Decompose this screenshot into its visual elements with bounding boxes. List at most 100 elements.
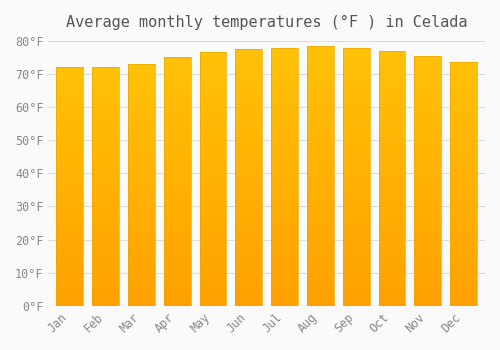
Bar bbox=[128, 94, 155, 97]
Bar bbox=[342, 54, 369, 57]
Bar bbox=[307, 163, 334, 166]
Bar bbox=[307, 56, 334, 59]
Bar bbox=[92, 88, 119, 91]
Bar bbox=[271, 180, 298, 183]
Bar bbox=[164, 175, 190, 178]
Bar bbox=[307, 98, 334, 101]
Bar bbox=[450, 184, 477, 187]
Bar bbox=[450, 239, 477, 242]
Bar bbox=[56, 94, 84, 97]
Bar bbox=[56, 145, 84, 148]
Bar bbox=[307, 225, 334, 228]
Bar bbox=[200, 97, 226, 100]
Bar bbox=[307, 286, 334, 289]
Bar bbox=[450, 175, 477, 178]
Bar bbox=[164, 219, 190, 222]
Bar bbox=[128, 158, 155, 161]
Bar bbox=[342, 64, 369, 67]
Bar bbox=[450, 157, 477, 160]
Bar bbox=[414, 256, 441, 259]
Bar bbox=[200, 195, 226, 198]
Bar bbox=[92, 100, 119, 103]
Bar bbox=[236, 235, 262, 238]
Bar bbox=[271, 57, 298, 61]
Bar bbox=[271, 212, 298, 216]
Bar bbox=[128, 224, 155, 227]
Bar bbox=[307, 134, 334, 137]
Bar bbox=[128, 303, 155, 306]
Bar bbox=[307, 273, 334, 276]
Bar bbox=[236, 139, 262, 142]
Bar bbox=[164, 122, 190, 126]
Bar bbox=[307, 49, 334, 52]
Bar bbox=[378, 290, 406, 293]
Bar bbox=[414, 228, 441, 231]
Bar bbox=[128, 273, 155, 275]
Bar bbox=[307, 156, 334, 160]
Bar bbox=[164, 178, 190, 182]
Bar bbox=[92, 130, 119, 133]
Bar bbox=[164, 92, 190, 95]
Bar bbox=[92, 300, 119, 303]
Bar bbox=[236, 213, 262, 216]
Bar bbox=[164, 141, 190, 145]
Bar bbox=[271, 99, 298, 103]
Bar bbox=[342, 70, 369, 74]
Bar bbox=[450, 84, 477, 87]
Bar bbox=[200, 52, 226, 306]
Bar bbox=[200, 236, 226, 239]
Bar bbox=[271, 232, 298, 235]
Bar bbox=[92, 294, 119, 297]
Bar bbox=[128, 143, 155, 146]
Bar bbox=[307, 176, 334, 179]
Bar bbox=[200, 56, 226, 59]
Bar bbox=[164, 185, 190, 188]
Bar bbox=[236, 120, 262, 123]
Bar bbox=[164, 163, 190, 166]
Bar bbox=[128, 64, 155, 306]
Bar bbox=[56, 172, 84, 175]
Bar bbox=[56, 252, 84, 255]
Bar bbox=[450, 169, 477, 172]
Bar bbox=[450, 218, 477, 220]
Bar bbox=[236, 78, 262, 81]
Bar bbox=[271, 290, 298, 293]
Bar bbox=[450, 163, 477, 166]
Bar bbox=[92, 198, 119, 202]
Bar bbox=[414, 187, 441, 190]
Bar bbox=[164, 265, 190, 268]
Bar bbox=[164, 160, 190, 163]
Bar bbox=[128, 291, 155, 294]
Bar bbox=[378, 293, 406, 296]
Bar bbox=[56, 115, 84, 118]
Bar bbox=[378, 178, 406, 182]
Bar bbox=[342, 106, 369, 109]
Bar bbox=[200, 296, 226, 300]
Bar bbox=[164, 126, 190, 129]
Bar bbox=[378, 296, 406, 300]
Bar bbox=[271, 257, 298, 261]
Bar bbox=[56, 297, 84, 300]
Bar bbox=[378, 188, 406, 191]
Bar bbox=[92, 157, 119, 160]
Bar bbox=[200, 261, 226, 265]
Bar bbox=[236, 155, 262, 158]
Bar bbox=[56, 118, 84, 121]
Bar bbox=[92, 202, 119, 204]
Bar bbox=[56, 204, 84, 208]
Bar bbox=[164, 206, 190, 210]
Bar bbox=[307, 144, 334, 147]
Bar bbox=[450, 132, 477, 135]
Bar bbox=[56, 103, 84, 106]
Bar bbox=[271, 70, 298, 74]
Bar bbox=[164, 234, 190, 238]
Bar bbox=[92, 151, 119, 154]
Bar bbox=[92, 124, 119, 127]
Bar bbox=[271, 170, 298, 174]
Bar bbox=[271, 225, 298, 228]
Bar bbox=[236, 75, 262, 78]
Bar bbox=[200, 110, 226, 113]
Bar bbox=[236, 142, 262, 146]
Bar bbox=[236, 293, 262, 296]
Bar bbox=[128, 282, 155, 285]
